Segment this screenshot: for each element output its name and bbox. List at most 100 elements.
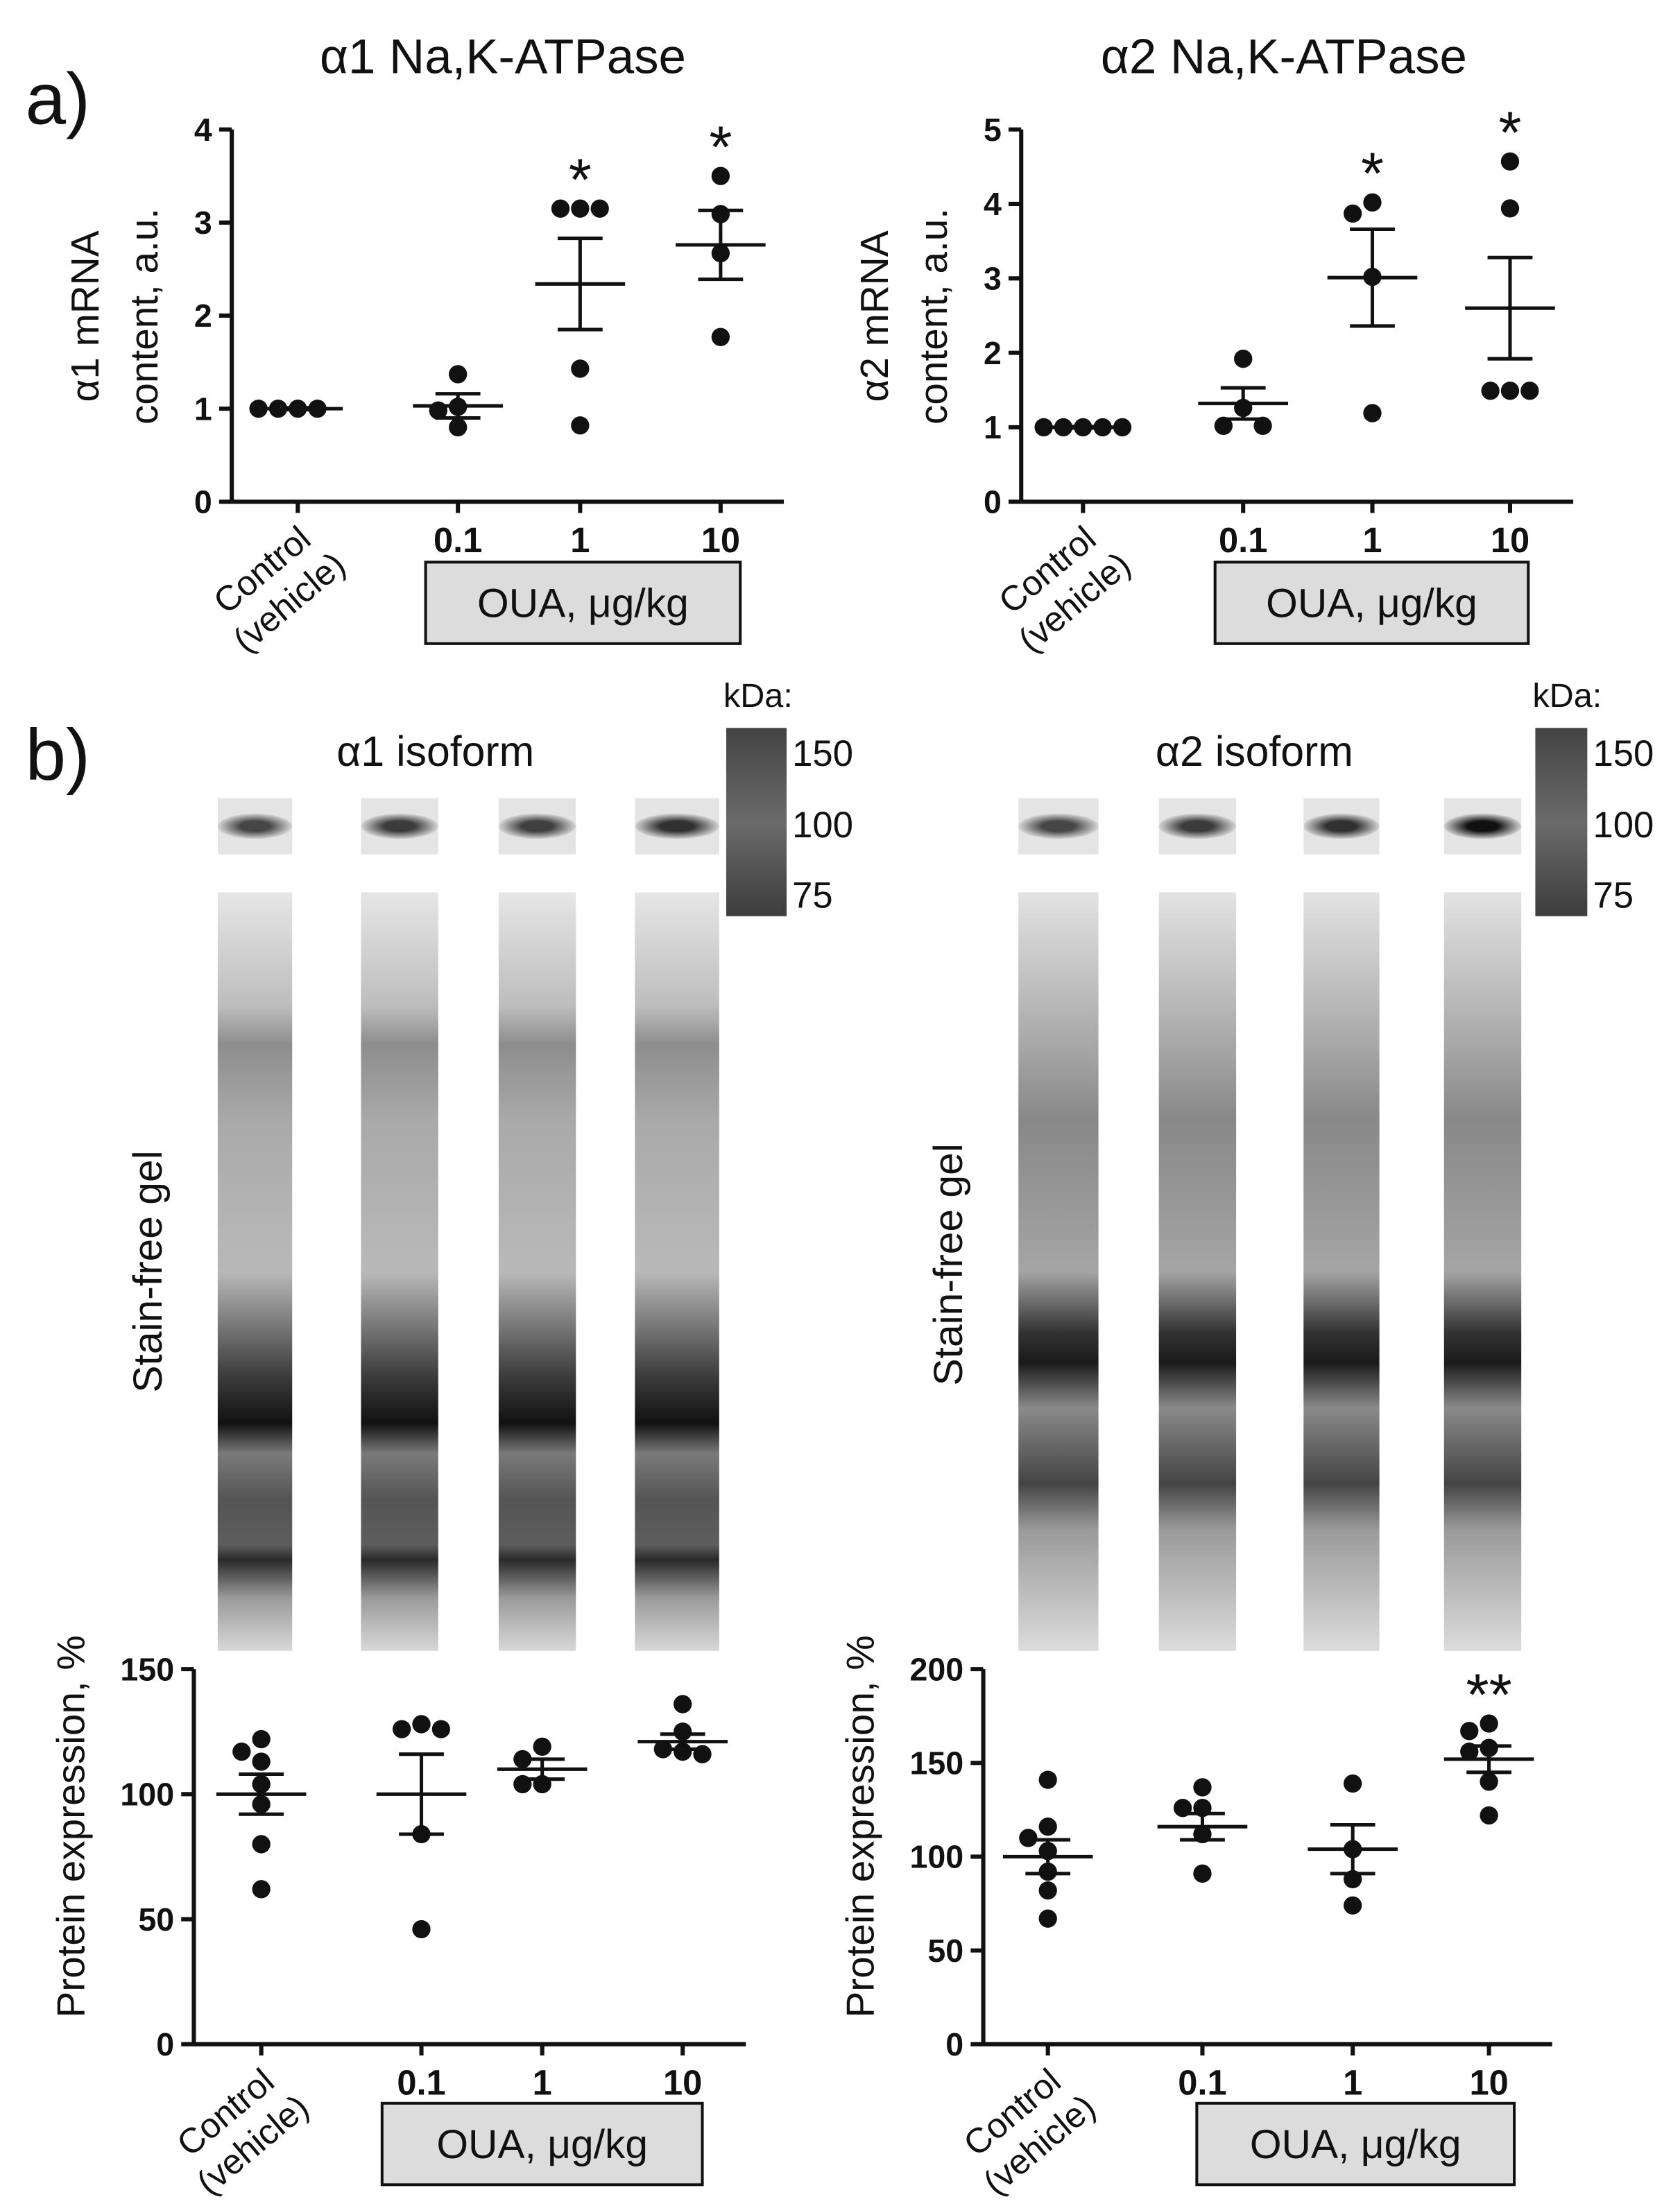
data-point — [533, 1737, 551, 1756]
x-tick-label: 10 — [701, 520, 740, 560]
data-point — [711, 166, 730, 185]
group-label: OUA, μg/kg — [1266, 581, 1477, 626]
group-box — [380, 2101, 704, 2187]
marker-lane — [1535, 728, 1588, 916]
group-box — [424, 561, 742, 645]
y-axis-label: content, a.u. — [123, 208, 166, 425]
y-axis-label: Protein expression, % — [839, 1635, 883, 2017]
x-tick-label: 1 — [1362, 520, 1382, 560]
data-point — [252, 1752, 271, 1771]
data-point — [1343, 204, 1362, 223]
blot-band — [1018, 813, 1099, 839]
gel-lane — [1303, 892, 1380, 1651]
data-point — [1500, 152, 1520, 171]
y-tick-label: 4 — [984, 186, 1002, 222]
blot-band — [635, 813, 719, 839]
data-point — [412, 1919, 431, 1939]
x-tick-label: 10 — [663, 2063, 702, 2103]
gel-label: Stain-free gel — [926, 1143, 971, 1385]
data-point — [674, 1722, 692, 1741]
kda-label: kDa: — [723, 677, 793, 715]
blot-band — [217, 813, 293, 839]
marker-label: 75 — [792, 875, 833, 916]
y-tick-label: 100 — [120, 1777, 174, 1813]
y-tick-label: 1 — [984, 409, 1002, 445]
x-tick-label: 10 — [1491, 520, 1529, 560]
data-point — [412, 1715, 431, 1734]
data-point — [431, 1720, 451, 1738]
data-point — [571, 359, 590, 378]
y-tick-label: 50 — [138, 1901, 174, 1938]
group-label: OUA, μg/kg — [1250, 2122, 1462, 2167]
data-point — [1500, 199, 1520, 218]
data-point — [1480, 1806, 1498, 1825]
data-point — [571, 416, 590, 435]
blot-band — [1443, 813, 1522, 839]
data-point — [1520, 382, 1539, 400]
data-point — [551, 199, 570, 218]
marker-label: 150 — [1593, 733, 1654, 774]
data-point — [571, 199, 590, 218]
x-tick-label: 0.1 — [434, 520, 482, 560]
annotation: * — [569, 148, 592, 214]
x-tick-label: Control(vehicle) — [198, 512, 352, 660]
x-tick-label: Control(vehicle) — [948, 2054, 1102, 2202]
data-point — [1193, 1778, 1212, 1797]
data-point — [1343, 1774, 1362, 1793]
kda-label: kDa: — [1532, 677, 1602, 715]
y-tick-label: 2 — [194, 298, 212, 334]
gel-lane — [1158, 892, 1237, 1651]
gel-lane — [1018, 892, 1099, 1651]
gel-lane — [498, 892, 576, 1651]
gel-title: α1 isoform — [336, 728, 534, 775]
y-axis-label: α2 mRNA — [853, 230, 897, 402]
data-point — [1193, 1864, 1212, 1883]
y-tick-label: 150 — [910, 1745, 964, 1781]
gel-lane — [1443, 892, 1522, 1651]
x-tick-label: 0.1 — [1219, 520, 1267, 560]
x-tick-label: 1 — [533, 2063, 552, 2103]
y-axis-label: content, a.u. — [912, 208, 956, 425]
annotation: * — [1498, 101, 1521, 166]
data-point — [252, 1835, 271, 1854]
data-point — [674, 1742, 692, 1761]
chart-title: α2 Na,K-ATPase — [1101, 30, 1467, 85]
data-point — [1480, 1772, 1498, 1791]
marker-label: 75 — [1593, 875, 1634, 916]
x-tick-label: 1 — [1343, 2063, 1362, 2103]
blot-band — [1158, 813, 1237, 839]
data-point — [1038, 1881, 1057, 1900]
data-point — [1038, 1909, 1057, 1928]
group-box — [1213, 561, 1530, 645]
marker-label: 100 — [792, 805, 853, 846]
data-point — [1343, 1896, 1362, 1915]
marker-label: 100 — [1593, 805, 1654, 846]
data-point — [1363, 404, 1382, 422]
data-point — [1234, 350, 1253, 368]
y-tick-label: 0 — [945, 2026, 963, 2062]
blot-band — [498, 813, 576, 839]
data-point — [1038, 1770, 1057, 1789]
group-label: OUA, μg/kg — [436, 2122, 648, 2167]
marker-label: 150 — [792, 733, 853, 774]
gel-label: Stain-free gel — [126, 1150, 171, 1392]
y-tick-label: 2 — [984, 335, 1002, 371]
annotation: * — [709, 115, 732, 181]
marker-lane — [726, 728, 787, 916]
x-tick-label: Control(vehicle) — [162, 2054, 316, 2202]
x-tick-label: 1 — [570, 520, 590, 560]
y-tick-label: 200 — [910, 1651, 964, 1687]
panel-label: a) — [25, 59, 90, 140]
y-tick-label: 150 — [120, 1651, 174, 1687]
y-tick-label: 50 — [927, 1933, 963, 1969]
y-tick-label: 3 — [984, 260, 1002, 296]
data-point — [252, 1880, 271, 1899]
y-tick-label: 1 — [194, 391, 212, 427]
y-axis-label: α1 mRNA — [64, 230, 108, 402]
data-point — [1481, 382, 1500, 400]
blot-band — [1303, 813, 1380, 839]
data-point — [1019, 1829, 1038, 1847]
gel-lane — [361, 892, 438, 1651]
panel-label: b) — [25, 715, 90, 796]
